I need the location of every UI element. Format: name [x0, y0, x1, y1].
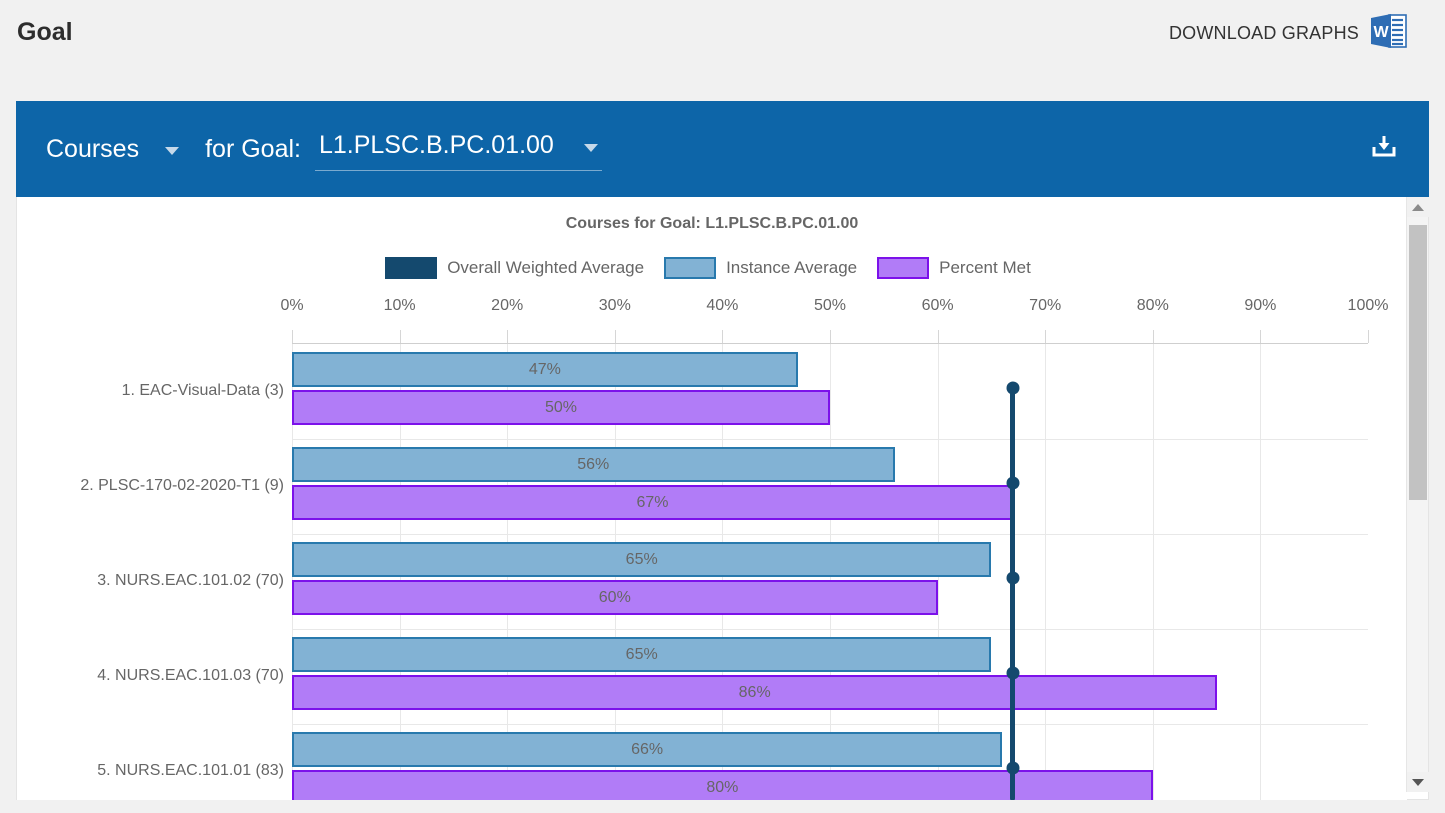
- scroll-down-icon: [1412, 778, 1424, 786]
- vertical-scrollbar[interactable]: [1406, 197, 1429, 792]
- horizontal-gridline: [292, 439, 1368, 440]
- x-axis-labels: 0% 10% 20% 30% 40% 50% 60% 70% 80% 90% 100%: [280, 297, 1388, 319]
- overall-weighted-average-point[interactable]: [1006, 666, 1020, 680]
- download-graphs-label: DOWNLOAD GRAPHS: [1168, 22, 1359, 43]
- category-axis-labels: 1. EAC-Visual-Data (3) 2. PLSC-170-02-202…: [17, 343, 284, 800]
- x-axis-tick-label: 100%: [1347, 297, 1389, 314]
- percent-met-bar[interactable]: 50%: [292, 390, 830, 425]
- x-axis-tick: [292, 330, 293, 343]
- chart-legend: Overall Weighted Average Instance Average…: [17, 257, 1407, 279]
- chart-area: Courses for Goal: L1.PLSC.B.PC.01.00 Ove…: [17, 197, 1407, 800]
- instance-average-bar[interactable]: 66%: [292, 732, 1003, 767]
- panel-download-button[interactable]: [1369, 132, 1399, 167]
- x-axis-tick: [1260, 330, 1262, 343]
- x-axis-tick-label: 60%: [921, 297, 954, 314]
- horizontal-gridline: [292, 629, 1368, 630]
- category-label: 2. PLSC-170-02-2020-T1 (9): [80, 476, 284, 494]
- legend-label: Percent Met: [939, 258, 1031, 277]
- x-axis-tick-label: 80%: [1136, 297, 1169, 314]
- x-axis-tick-label: 10%: [383, 297, 416, 314]
- category-label: 1. EAC-Visual-Data (3): [121, 381, 284, 399]
- legend-label: Instance Average: [726, 258, 858, 277]
- overall-weighted-average-point[interactable]: [1006, 476, 1020, 490]
- percent-met-bar[interactable]: 60%: [292, 580, 938, 615]
- vertical-gridline: [1152, 344, 1154, 800]
- instance-average-bar[interactable]: 65%: [292, 637, 992, 672]
- x-axis-tick-label: 20%: [491, 297, 524, 314]
- x-axis-tick: [1368, 330, 1369, 343]
- scroll-down-button[interactable]: [1407, 772, 1429, 792]
- instance-average-bar[interactable]: 56%: [292, 447, 895, 482]
- percent-met-bar[interactable]: 80%: [292, 770, 1153, 800]
- x-axis-tick-label: 50%: [813, 297, 847, 314]
- panel-header: Courses for Goal: L1.PLSC.B.PC.01.00: [16, 101, 1429, 197]
- vertical-gridline: [1045, 344, 1047, 800]
- bar-value-label: 67%: [636, 493, 669, 511]
- x-axis-tick: [1045, 330, 1047, 343]
- legend-swatch-icon: [385, 257, 438, 279]
- category-label: 4. NURS.EAC.101.03 (70): [97, 666, 284, 684]
- goal-dropdown-value: L1.PLSC.B.PC.01.00: [318, 131, 554, 159]
- x-axis-tick: [399, 330, 401, 343]
- instance-average-bar[interactable]: 47%: [292, 352, 798, 387]
- bar-value-label: 80%: [706, 778, 739, 796]
- x-axis-tick-label: 40%: [706, 297, 739, 314]
- overall-weighted-average-line[interactable]: [1010, 388, 1016, 800]
- horizontal-gridline: [292, 534, 1368, 535]
- download-graphs-button[interactable]: DOWNLOAD GRAPHS W: [1169, 10, 1409, 56]
- instance-average-bar[interactable]: 65%: [292, 542, 992, 577]
- chevron-down-icon: [583, 143, 598, 152]
- overall-weighted-average-point[interactable]: [1006, 381, 1020, 395]
- x-axis-tick-label: 90%: [1244, 297, 1277, 314]
- bar-value-label: 60%: [598, 588, 631, 606]
- x-axis-tick: [1152, 330, 1154, 343]
- svg-text:W: W: [1373, 24, 1389, 41]
- bar-value-label: 65%: [625, 550, 658, 568]
- percent-met-bar[interactable]: 86%: [292, 675, 1218, 710]
- x-axis-tick-label: 0%: [280, 297, 304, 314]
- page-title: Goal: [17, 18, 73, 46]
- entity-dropdown-value: Courses: [46, 134, 140, 163]
- bar-value-label: 65%: [625, 645, 658, 663]
- page-header: Goal DOWNLOAD GRAPHS W: [0, 0, 1445, 70]
- overall-weighted-average-point[interactable]: [1006, 571, 1020, 585]
- horizontal-gridline: [292, 724, 1368, 725]
- category-label: 5. NURS.EAC.101.01 (83): [97, 761, 284, 779]
- goal-courses-panel: Courses for Goal: L1.PLSC.B.PC.01.00 Cou…: [16, 101, 1429, 800]
- x-axis-ticks: [292, 330, 1369, 343]
- scroll-up-icon: [1412, 203, 1424, 211]
- legend-swatch-icon: [664, 257, 717, 279]
- x-axis-tick: [614, 330, 616, 343]
- for-goal-label: for Goal:: [205, 134, 301, 163]
- bar-value-label: 47%: [528, 360, 561, 378]
- category-label: 3. NURS.EAC.101.02 (70): [97, 571, 284, 589]
- scroll-up-button[interactable]: [1407, 197, 1429, 217]
- percent-met-bar[interactable]: 67%: [292, 485, 1013, 520]
- entity-dropdown[interactable]: Courses: [46, 134, 180, 164]
- overall-weighted-average-point[interactable]: [1006, 761, 1020, 775]
- vertical-gridline: [1260, 344, 1262, 800]
- legend-item-1[interactable]: Instance Average: [664, 257, 857, 279]
- bar-value-label: 50%: [544, 398, 578, 416]
- legend-label: Overall Weighted Average: [447, 258, 645, 277]
- x-axis-tick: [722, 330, 724, 343]
- x-axis-tick: [937, 330, 939, 343]
- legend-item-0[interactable]: Overall Weighted Average: [385, 257, 644, 279]
- bar-value-label: 86%: [738, 683, 771, 701]
- legend-swatch-icon: [877, 257, 930, 279]
- x-axis-tick: [507, 330, 509, 343]
- legend-item-2[interactable]: Percent Met: [877, 257, 1031, 279]
- scrollbar-thumb[interactable]: [1409, 225, 1427, 500]
- x-axis-tick-label: 30%: [598, 297, 631, 314]
- bar-value-label: 56%: [577, 455, 610, 473]
- word-document-icon: W: [1369, 12, 1409, 55]
- plot-area: 47% 50% 56% 67% 65% 60% 65% 86% 66% 80%: [292, 343, 1368, 800]
- download-icon: [1369, 132, 1399, 167]
- x-axis-tick: [830, 330, 831, 343]
- chart-title: Courses for Goal: L1.PLSC.B.PC.01.00: [565, 215, 859, 232]
- bar-value-label: 66%: [631, 740, 664, 758]
- x-axis-tick-label: 70%: [1029, 297, 1062, 314]
- goal-dropdown[interactable]: L1.PLSC.B.PC.01.00: [314, 127, 602, 171]
- chevron-down-icon: [165, 147, 180, 155]
